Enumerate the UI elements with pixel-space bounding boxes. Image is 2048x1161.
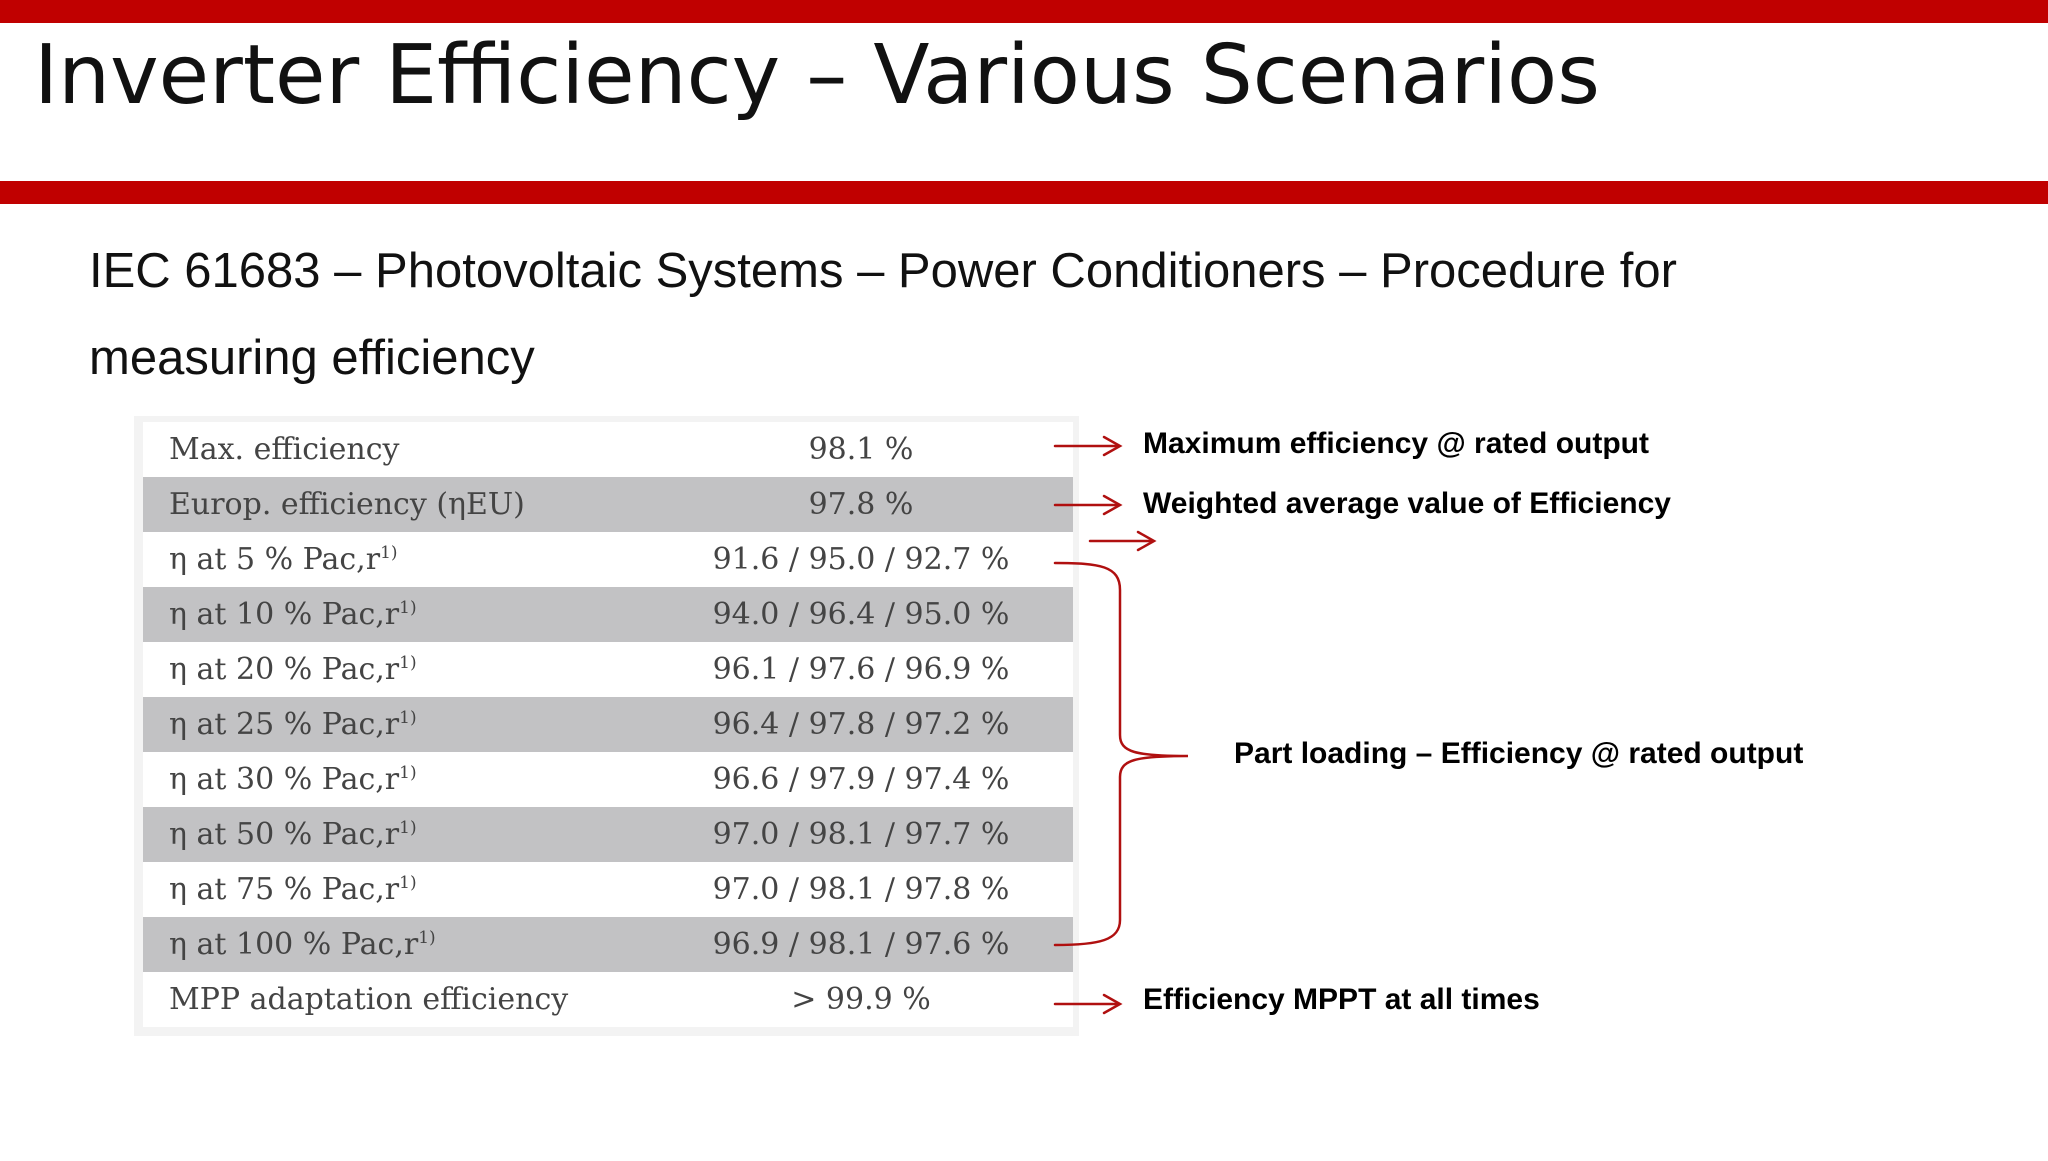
table-row-eta-5: η at 5 % Pac,r1) 91.6 / 95.0 / 92.7 % <box>143 532 1073 587</box>
slide-subtitle: IEC 61683 – Photovoltaic Systems – Power… <box>89 244 1677 385</box>
row-value: 96.6 / 97.9 / 97.4 % <box>649 752 1073 807</box>
footnote-mark: 1) <box>399 763 417 783</box>
annotation-mppt: Efficiency MPPT at all times <box>1143 983 1540 1016</box>
row-label: η at 75 % Pac,r <box>169 872 400 907</box>
row-value: 98.1 % <box>649 422 1073 477</box>
slide-title: Inverter Efficiency – Various Scenarios <box>34 28 1600 123</box>
arrow-right-icon <box>1088 530 1157 552</box>
title-divider-bar <box>0 181 2048 204</box>
row-label: η at 25 % Pac,r <box>169 707 400 742</box>
footnote-mark: 1) <box>418 928 436 948</box>
annotation-max-efficiency: Maximum efficiency @ rated output <box>1143 427 1650 460</box>
footnote-mark: 1) <box>399 708 417 728</box>
row-label: η at 5 % Pac,r <box>169 542 381 577</box>
table-row-eta-50: η at 50 % Pac,r1) 97.0 / 98.1 / 97.7 % <box>143 807 1073 862</box>
row-label: η at 100 % Pac,r <box>169 927 419 962</box>
row-label: η at 50 % Pac,r <box>169 817 400 852</box>
top-accent-bar <box>0 0 2048 23</box>
row-label: MPP adaptation efficiency <box>169 982 569 1017</box>
table-row-max-efficiency: Max. efficiency 98.1 % <box>143 422 1073 477</box>
table-row-eta-20: η at 20 % Pac,r1) 96.1 / 97.6 / 96.9 % <box>143 642 1073 697</box>
row-value: 97.0 / 98.1 / 97.8 % <box>649 862 1073 917</box>
row-value: 94.0 / 96.4 / 95.0 % <box>649 587 1073 642</box>
row-value: 97.8 % <box>649 477 1073 532</box>
footnote-mark: 1) <box>380 543 398 563</box>
row-value: 96.9 / 98.1 / 97.6 % <box>649 917 1073 972</box>
table-row-eta-10: η at 10 % Pac,r1) 94.0 / 96.4 / 95.0 % <box>143 587 1073 642</box>
row-value: 96.4 / 97.8 / 97.2 % <box>649 697 1073 752</box>
row-value: 96.1 / 97.6 / 96.9 % <box>649 642 1073 697</box>
table-row-europ-efficiency: Europ. efficiency (ηEU) 97.8 % <box>143 477 1073 532</box>
footnote-mark: 1) <box>399 598 417 618</box>
annotation-part-loading: Part loading – Efficiency @ rated output <box>1234 737 1804 770</box>
row-label: η at 30 % Pac,r <box>169 762 400 797</box>
row-label: η at 10 % Pac,r <box>169 597 400 632</box>
footnote-mark: 1) <box>399 653 417 673</box>
efficiency-table-panel: Max. efficiency 98.1 % Europ. efficiency… <box>134 416 1079 1036</box>
row-label: Europ. efficiency (ηEU) <box>169 487 525 522</box>
row-value: 97.0 / 98.1 / 97.7 % <box>649 807 1073 862</box>
row-label: η at 20 % Pac,r <box>169 652 400 687</box>
row-value: 91.6 / 95.0 / 92.7 % <box>649 532 1073 587</box>
row-label: Max. efficiency <box>169 432 400 467</box>
table-row-eta-100: η at 100 % Pac,r1) 96.9 / 98.1 / 97.6 % <box>143 917 1073 972</box>
footnote-mark: 1) <box>399 818 417 838</box>
annotation-weighted-average: Weighted average value of Efficiency <box>1143 487 1671 520</box>
efficiency-table: Max. efficiency 98.1 % Europ. efficiency… <box>143 422 1073 1027</box>
table-row-eta-25: η at 25 % Pac,r1) 96.4 / 97.8 / 97.2 % <box>143 697 1073 752</box>
footnote-mark: 1) <box>399 873 417 893</box>
table-row-eta-30: η at 30 % Pac,r1) 96.6 / 97.9 / 97.4 % <box>143 752 1073 807</box>
table-row-eta-75: η at 75 % Pac,r1) 97.0 / 98.1 / 97.8 % <box>143 862 1073 917</box>
row-value: > 99.9 % <box>649 972 1073 1027</box>
table-row-mpp-adaptation: MPP adaptation efficiency > 99.9 % <box>143 972 1073 1027</box>
